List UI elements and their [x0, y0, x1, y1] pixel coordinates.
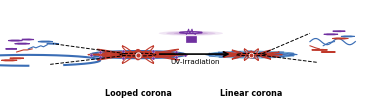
Ellipse shape: [208, 51, 295, 58]
Ellipse shape: [180, 32, 202, 33]
FancyBboxPatch shape: [186, 36, 196, 42]
Text: Linear corona: Linear corona: [220, 89, 283, 98]
Ellipse shape: [166, 31, 215, 35]
Ellipse shape: [174, 32, 208, 35]
Text: UV-irradiation: UV-irradiation: [170, 59, 219, 65]
Ellipse shape: [159, 31, 223, 36]
Text: Looped corona: Looped corona: [105, 89, 171, 98]
